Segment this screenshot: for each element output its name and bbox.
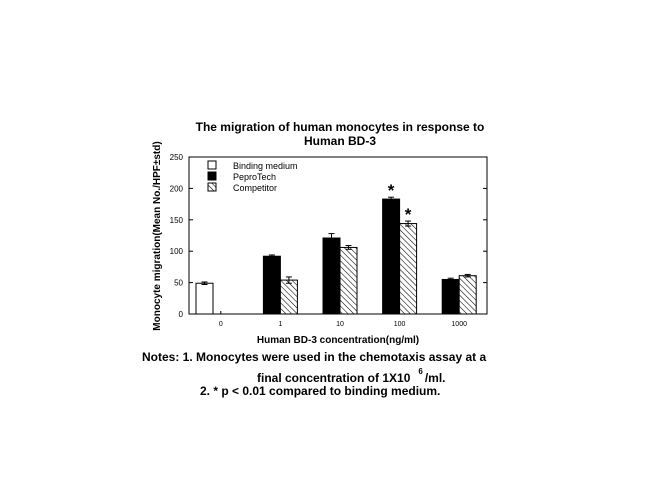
legend-swatch	[207, 171, 217, 181]
significance-marker: *	[405, 205, 412, 224]
y-tick-label: 100	[170, 247, 184, 256]
note-line-2-superscript: 6	[418, 367, 423, 376]
legend-label: PeproTech	[233, 172, 276, 182]
bar	[339, 246, 358, 315]
bar	[382, 198, 401, 315]
bar	[441, 278, 460, 315]
x-tick-label: 10	[336, 321, 344, 328]
chart-title-line1: The migration of human monocytes in resp…	[195, 120, 485, 134]
note-line-3: 2. * p < 0.01 compared to binding medium…	[200, 384, 441, 398]
bar	[195, 282, 214, 315]
x-tick-label: 100	[394, 321, 406, 328]
x-tick-label: 1	[278, 321, 282, 328]
bar	[458, 275, 477, 315]
y-tick-label: 200	[170, 184, 184, 193]
y-tick-label: 0	[179, 310, 184, 319]
bar	[262, 255, 281, 315]
chart-title-line2: Human BD-3	[303, 134, 376, 148]
x-tick-label: 1000	[451, 321, 467, 328]
x-axis-label: Human BD-3 concentration(ng/ml)	[257, 335, 419, 346]
y-axis-label: Monocyte migration(Mean No./HPF±std)	[152, 141, 163, 330]
note-line-2: final concentration of 1X10 6/ml.	[257, 367, 446, 385]
legend-label: Competitor	[233, 183, 277, 193]
y-tick-label: 150	[170, 216, 184, 225]
x-tick-label: 0	[219, 321, 223, 328]
note-line-2-text: final concentration of 1X10	[257, 371, 411, 385]
note-line-1: Notes: 1. Monocytes were used in the che…	[142, 350, 487, 364]
note-line-2-unit: /ml.	[424, 371, 446, 385]
legend-label: Binding medium	[233, 161, 298, 171]
legend-swatch	[207, 160, 217, 170]
legend-swatch	[207, 182, 217, 192]
y-tick-label: 250	[170, 153, 184, 162]
y-tick-label: 50	[174, 279, 183, 288]
significance-marker: *	[388, 181, 395, 200]
bar	[399, 223, 418, 315]
bar	[279, 279, 298, 315]
bar	[322, 237, 341, 315]
